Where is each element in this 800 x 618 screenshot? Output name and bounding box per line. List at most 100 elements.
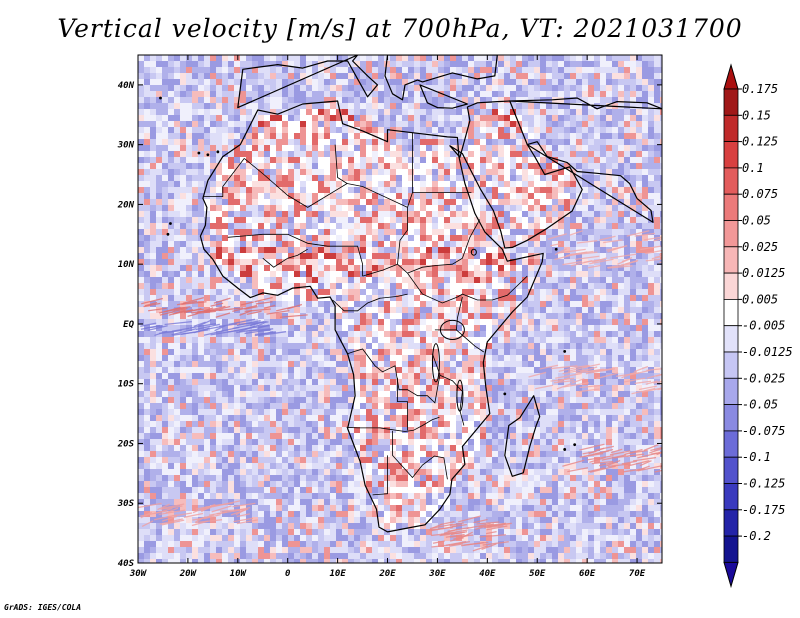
- colorbar-label: -0.025: [742, 371, 785, 385]
- island: [503, 392, 507, 396]
- colorbar-swatch: [723, 509, 739, 537]
- country-border: [347, 348, 441, 404]
- plot-frame: [137, 54, 663, 564]
- colorbar-swatch: [723, 377, 739, 405]
- country-border: [407, 219, 481, 274]
- y-tick-label: 40S: [118, 559, 135, 569]
- x-tick-label: 30E: [428, 569, 446, 579]
- coastline-segment: [237, 55, 379, 109]
- y-tick-label: 20S: [117, 439, 135, 449]
- colorbar-label: 0.125: [742, 135, 778, 149]
- colorbar: 0.175 0.15 0.125 0.1 0.075 0.05 0.025 0.0125 0.0…: [723, 63, 793, 589]
- country-border: [244, 158, 408, 265]
- island: [216, 150, 220, 154]
- x-tick-label: 30W: [129, 569, 148, 579]
- country-border: [372, 455, 388, 496]
- colorbar-swatch: [723, 325, 739, 353]
- y-tick-label: 10N: [118, 260, 135, 270]
- island: [563, 350, 567, 353]
- country-border: [346, 416, 440, 432]
- axis-ticks: 30W 20W 10W 0 10E 20E 30E 40E 50E 60E 70E 40S 30S 20S…: [117, 55, 662, 579]
- colorbar-label: -0.2: [742, 529, 771, 543]
- colorbar-label: -0.005: [742, 319, 785, 333]
- colorbar-swatch: [723, 167, 739, 195]
- coastline-segment: [504, 395, 541, 477]
- island: [166, 232, 170, 236]
- island: [169, 222, 172, 225]
- lake-outline: [470, 248, 477, 256]
- coastline-segment: [526, 141, 654, 223]
- island: [159, 96, 162, 100]
- x-tick-label: 50E: [529, 569, 546, 579]
- island: [573, 443, 577, 447]
- island: [554, 247, 558, 251]
- x-tick-label: 0: [285, 569, 291, 579]
- y-tick-label: 20N: [117, 200, 135, 210]
- colorbar-top-arrow: [723, 63, 739, 90]
- software-credit: GrADS: IGES/COLA: [4, 603, 82, 612]
- colorbar-label: 0.15: [742, 108, 771, 122]
- colorbar-label: 0.0125: [742, 266, 785, 280]
- y-tick-label: 40N: [118, 81, 135, 91]
- colorbar-swatch: [723, 404, 739, 432]
- colorbar-swatch: [723, 483, 739, 511]
- coastlines: [159, 55, 662, 533]
- island: [563, 448, 567, 451]
- coastline-segment: [199, 100, 544, 533]
- colorbar-swatch: [723, 272, 739, 300]
- chart-title: Vertical velocity [m/s] at 700hPa, VT: 2…: [57, 14, 743, 43]
- x-tick-label: 60E: [579, 569, 596, 579]
- colorbar-swatch: [723, 220, 739, 248]
- colorbar-label: 0.005: [742, 292, 778, 306]
- country-border: [334, 144, 348, 184]
- colorbar-swatch: [723, 430, 739, 458]
- x-tick-label: 10W: [230, 569, 248, 579]
- colorbar-bottom-arrow: [723, 561, 739, 589]
- x-tick-label: 70E: [629, 569, 646, 579]
- colorbar-swatch: [723, 351, 739, 379]
- x-tick-label: 20E: [378, 569, 396, 579]
- colorbar-label: -0.1: [742, 450, 771, 464]
- y-tick-label: 30N: [117, 141, 135, 151]
- y-tick-label: 30S: [117, 499, 135, 509]
- x-tick-label: 40E: [479, 569, 496, 579]
- coastline-segment: [384, 55, 498, 101]
- lake-outline: [431, 343, 440, 383]
- country-border: [262, 248, 308, 268]
- country-border: [362, 263, 528, 304]
- colorbar-label: 0.025: [742, 240, 778, 254]
- colorbar-label: -0.05: [742, 398, 778, 412]
- island: [197, 151, 201, 155]
- country-border: [397, 377, 408, 431]
- velocity-field: [138, 55, 662, 563]
- coastline-segment: [509, 97, 662, 110]
- y-tick-label: 10S: [118, 380, 135, 390]
- colorbar-swatch: [723, 114, 739, 143]
- colorbar-label: -0.0125: [742, 345, 793, 359]
- colorbar-swatch: [723, 246, 739, 274]
- colorbar-swatch: [723, 141, 739, 169]
- coastline-segment: [449, 100, 583, 249]
- colorbar-label: 0.075: [742, 187, 778, 201]
- country-border: [202, 158, 245, 197]
- lake-outline: [439, 319, 465, 340]
- colorbar-label: -0.175: [742, 503, 785, 517]
- coastline-segment: [419, 84, 468, 109]
- x-tick-label: 20W: [179, 569, 198, 579]
- colorbar-swatch: [723, 88, 739, 116]
- country-border: [227, 233, 363, 277]
- x-tick-label: 10E: [329, 569, 346, 579]
- y-tick-label: EQ: [123, 320, 134, 330]
- colorbar-label: 0.175: [742, 82, 778, 96]
- colorbar-swatch: [723, 456, 739, 484]
- country-border: [332, 293, 408, 312]
- colorbar-label: -0.125: [742, 477, 785, 491]
- colorbar-label: 0.1: [742, 161, 764, 175]
- colorbar-swatch: [723, 298, 739, 327]
- island: [206, 153, 210, 157]
- colorbar-swatch: [723, 535, 739, 563]
- colorbar-swatch: [723, 193, 739, 221]
- colorbar-label: 0.05: [742, 214, 771, 228]
- colorbar-label: -0.075: [742, 424, 785, 438]
